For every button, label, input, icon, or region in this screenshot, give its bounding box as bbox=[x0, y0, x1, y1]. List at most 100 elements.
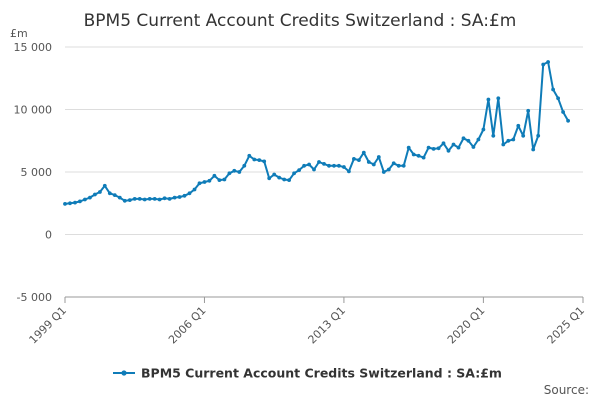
data-point bbox=[381, 170, 386, 174]
data-point bbox=[496, 96, 501, 101]
data-point bbox=[327, 163, 331, 168]
data-point bbox=[342, 165, 346, 169]
y-tick-label: 0 bbox=[45, 229, 52, 242]
y-axis-unit-label: £m bbox=[10, 27, 28, 40]
data-point bbox=[337, 163, 341, 168]
data-point bbox=[307, 162, 311, 167]
data-point bbox=[217, 178, 222, 183]
data-point bbox=[471, 145, 476, 149]
data-point bbox=[322, 162, 326, 166]
legend-label: BPM5 Current Account Credits Switzerland… bbox=[141, 366, 502, 381]
data-point bbox=[376, 155, 381, 159]
data-point bbox=[352, 157, 356, 161]
data-point bbox=[361, 150, 366, 155]
data-point bbox=[162, 196, 167, 201]
data-point bbox=[396, 163, 401, 168]
y-tick-label: 5 000 bbox=[21, 166, 53, 179]
data-point bbox=[262, 159, 267, 164]
data-point bbox=[401, 163, 406, 168]
data-point bbox=[426, 145, 431, 150]
data-point bbox=[112, 193, 117, 198]
data-point bbox=[187, 191, 192, 196]
legend: BPM5 Current Account Credits Switzerland… bbox=[113, 366, 502, 381]
data-point bbox=[182, 193, 187, 198]
data-point bbox=[411, 152, 416, 157]
data-point bbox=[391, 161, 396, 166]
data-point bbox=[247, 153, 252, 158]
data-point bbox=[127, 198, 132, 203]
data-point bbox=[267, 176, 272, 181]
data-point bbox=[157, 197, 162, 202]
source-label: Source: bbox=[544, 383, 589, 397]
data-point bbox=[107, 191, 112, 196]
data-point bbox=[172, 195, 177, 200]
data-point bbox=[541, 62, 546, 67]
data-point bbox=[167, 197, 172, 201]
data-point bbox=[546, 60, 550, 64]
data-point bbox=[177, 195, 182, 199]
data-point bbox=[272, 172, 277, 177]
data-point bbox=[102, 183, 107, 188]
data-point bbox=[476, 137, 481, 142]
data-point bbox=[222, 177, 227, 182]
data-point bbox=[88, 195, 92, 200]
data-point bbox=[332, 163, 336, 168]
data-point bbox=[441, 141, 446, 146]
data-point bbox=[386, 167, 391, 172]
data-point bbox=[287, 178, 291, 183]
data-point bbox=[406, 145, 411, 150]
data-point bbox=[142, 197, 147, 202]
data-point bbox=[282, 177, 287, 182]
chart-title: BPM5 Current Account Credits Switzerland… bbox=[84, 11, 517, 31]
data-point bbox=[302, 163, 306, 168]
data-point bbox=[212, 173, 217, 178]
data-point bbox=[511, 137, 516, 142]
data-point bbox=[536, 133, 541, 138]
data-point bbox=[551, 87, 555, 92]
x-tick-label: 2025 Q1 bbox=[545, 304, 588, 347]
data-point bbox=[416, 153, 421, 158]
data-point bbox=[312, 167, 316, 172]
data-point bbox=[521, 133, 526, 138]
data-point bbox=[566, 118, 570, 123]
data-point bbox=[456, 145, 461, 150]
data-point bbox=[371, 162, 376, 167]
y-tick-label: -5 000 bbox=[17, 291, 52, 304]
data-point bbox=[451, 142, 456, 147]
data-point bbox=[117, 195, 122, 200]
series-line bbox=[64, 61, 569, 205]
data-point bbox=[207, 178, 212, 183]
data-point bbox=[93, 192, 97, 197]
data-point bbox=[446, 148, 451, 153]
data-point bbox=[227, 171, 232, 176]
data-point bbox=[347, 169, 351, 174]
x-tick-label: 2020 Q1 bbox=[445, 304, 488, 347]
y-tick-label: 10 000 bbox=[14, 104, 53, 117]
series-layer bbox=[63, 60, 570, 206]
data-point bbox=[556, 96, 560, 101]
data-point bbox=[461, 136, 466, 141]
data-point bbox=[297, 168, 301, 173]
data-point bbox=[317, 160, 321, 164]
grid-lines bbox=[65, 46, 583, 298]
data-point bbox=[526, 108, 531, 113]
data-point bbox=[132, 197, 137, 201]
data-point bbox=[122, 198, 127, 203]
data-point bbox=[516, 123, 521, 128]
data-point bbox=[63, 202, 67, 206]
data-point bbox=[242, 163, 247, 168]
data-point bbox=[98, 190, 102, 194]
data-point bbox=[68, 201, 72, 206]
data-point bbox=[292, 171, 296, 176]
data-point bbox=[436, 146, 441, 151]
data-point bbox=[257, 158, 262, 163]
data-point bbox=[491, 133, 496, 138]
data-point bbox=[421, 155, 426, 160]
data-point bbox=[501, 142, 506, 147]
data-point bbox=[232, 168, 237, 173]
y-tick-label: 15 000 bbox=[14, 41, 53, 54]
data-point bbox=[202, 180, 207, 184]
data-point bbox=[531, 147, 536, 152]
data-point bbox=[197, 181, 202, 186]
